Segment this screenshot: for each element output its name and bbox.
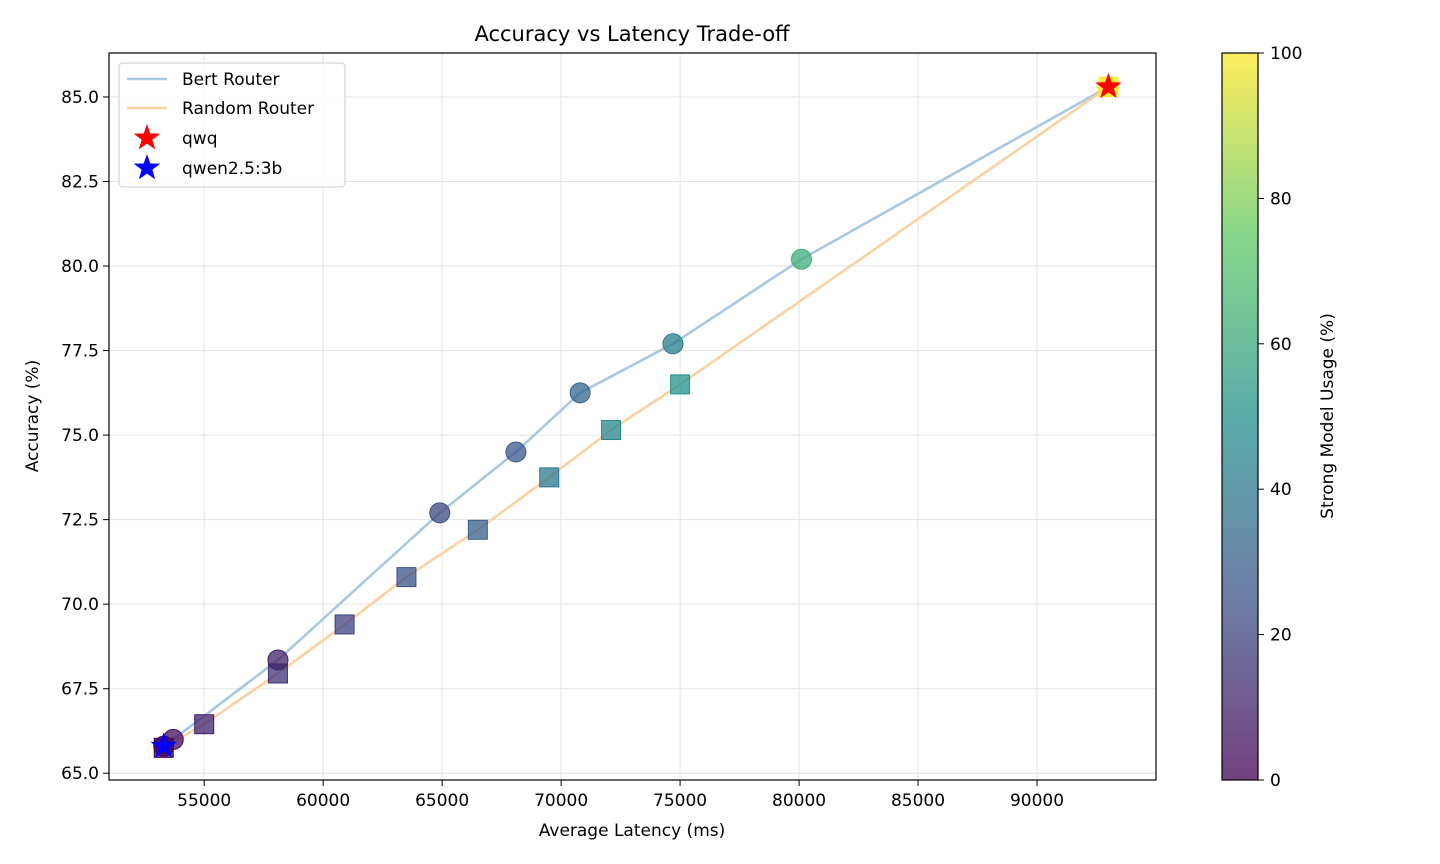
qwq-point	[1095, 72, 1122, 99]
legend-label: Random Router	[182, 99, 314, 119]
y-tick-label: 75.0	[61, 426, 99, 446]
y-tick-label: 82.5	[61, 172, 99, 192]
colorbar: 0 20 40 60 80 100	[1221, 44, 1302, 791]
random-router-point	[467, 519, 488, 540]
bert-router-point	[267, 649, 289, 671]
plot-frame	[108, 52, 1157, 781]
data-points	[150, 72, 1122, 758]
y-tick-label: 72.5	[61, 511, 99, 531]
y-tick-label: 70.0	[61, 595, 99, 615]
legend-box	[118, 62, 346, 188]
x-tick-label: 85000	[891, 791, 945, 811]
random-router-point	[334, 614, 355, 635]
random-router-line	[163, 85, 1110, 750]
chart-title: Accuracy vs Latency Trade-off	[474, 22, 790, 46]
colorbar-label: Strong Model Usage (%)	[1318, 313, 1338, 519]
colorbar-gradient	[1222, 53, 1258, 780]
colorbar-tick-label: 40	[1270, 480, 1292, 500]
legend-star-swatch	[133, 154, 161, 180]
x-tick-label: 75000	[653, 791, 707, 811]
legend-label: Bert Router	[182, 70, 280, 90]
random-router-point	[396, 567, 417, 588]
y-axis-ticks: 65.0 67.5 70.0 72.5 75.0 77.5 80.0 82.5 85.0	[61, 88, 109, 784]
x-tick-label: 70000	[534, 791, 588, 811]
x-axis-label: Average Latency (ms)	[539, 821, 726, 841]
colorbar-tick-label: 60	[1270, 335, 1292, 355]
random-router-point	[194, 714, 215, 735]
y-axis-label: Accuracy (%)	[23, 360, 43, 472]
random-router-point	[601, 420, 622, 441]
x-tick-label: 80000	[772, 791, 826, 811]
bert-router-point	[662, 333, 684, 355]
colorbar-tick-label: 80	[1270, 189, 1292, 209]
legend-label: qwen2.5:3b	[182, 159, 282, 179]
x-tick-label: 60000	[296, 791, 350, 811]
y-tick-label: 85.0	[61, 88, 99, 108]
random-router-point	[539, 467, 560, 488]
random-router-point	[670, 374, 691, 395]
colorbar-tick-label: 20	[1270, 626, 1292, 646]
legend: Bert Router Random Router qwq qwen2.5:3b	[118, 62, 346, 188]
bert-router-point	[569, 382, 591, 404]
x-tick-label: 55000	[177, 791, 231, 811]
y-tick-label: 67.5	[61, 680, 99, 700]
x-axis-ticks: 55000 60000 65000 70000 75000 80000 85000 90000	[177, 780, 1064, 811]
x-tick-label: 65000	[415, 791, 469, 811]
legend-label: qwq	[182, 129, 218, 149]
bert-router-point	[790, 248, 812, 270]
bert-router-point	[505, 441, 527, 463]
y-tick-label: 77.5	[61, 342, 99, 362]
colorbar-tick-label: 100	[1270, 44, 1302, 64]
colorbar-frame	[1221, 52, 1259, 781]
grid	[109, 53, 1156, 780]
y-tick-label: 65.0	[61, 764, 99, 784]
bert-router-point	[429, 502, 451, 524]
y-tick-label: 80.0	[61, 257, 99, 277]
colorbar-tick-label: 0	[1270, 771, 1281, 791]
qwen-point	[150, 732, 178, 758]
legend-star-swatch	[133, 124, 161, 150]
x-tick-label: 90000	[1010, 791, 1064, 811]
